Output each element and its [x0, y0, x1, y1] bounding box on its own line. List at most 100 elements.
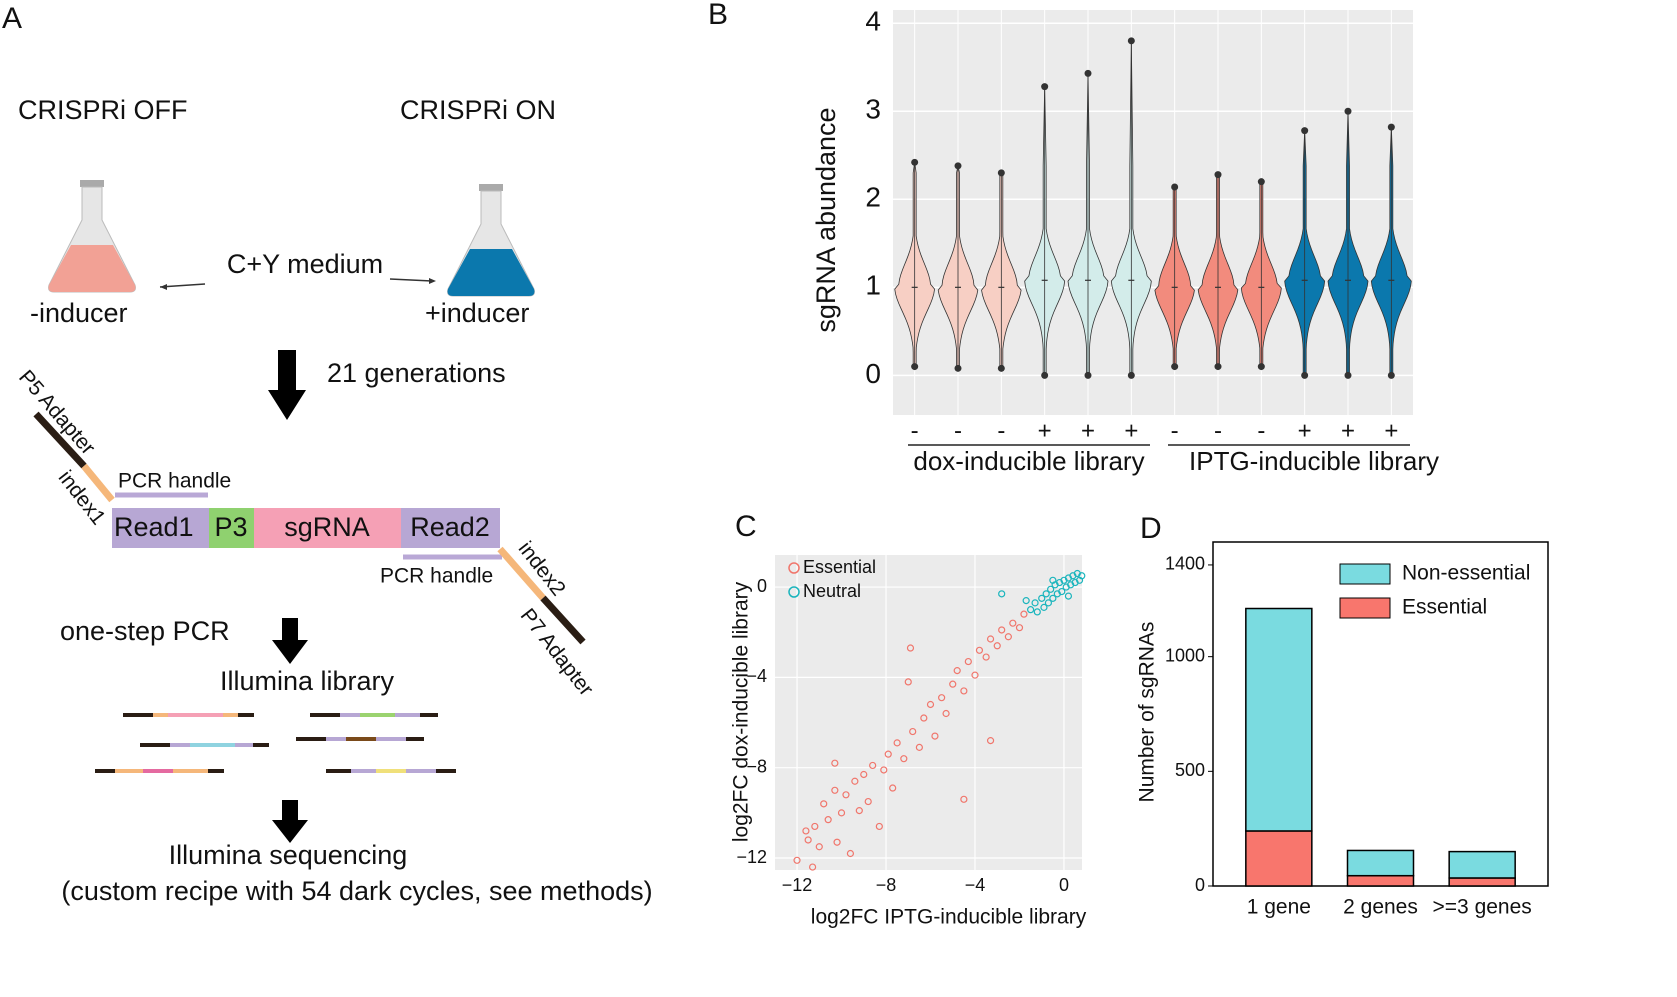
min-point: [1257, 363, 1265, 371]
sgrna-box: [254, 508, 401, 548]
x-tick-label: -: [911, 417, 919, 444]
point: [1022, 597, 1030, 605]
point: [1078, 572, 1086, 580]
bar-segment: [1245, 830, 1313, 887]
y-tick-label: −8: [746, 756, 767, 776]
x-tick-label: +: [1298, 417, 1312, 444]
arrowhead: [160, 284, 167, 290]
legend-marker: [788, 586, 800, 598]
x-axis-title: log2FC IPTG-inducible library: [811, 906, 1087, 929]
point: [909, 727, 917, 736]
down-arrow: [272, 800, 308, 843]
x-tick-label: 1 gene: [1247, 896, 1311, 919]
down-arrow: [272, 618, 308, 664]
x-tick-label: −8: [876, 875, 897, 895]
point: [855, 807, 863, 815]
point: [804, 836, 812, 844]
point: [1038, 594, 1046, 602]
point: [904, 678, 912, 686]
point: [915, 743, 923, 751]
min-point: [1387, 371, 1395, 379]
y-axis-title: log2FC dox-inducible library: [730, 581, 753, 842]
x-tick-label: +: [1038, 417, 1052, 444]
point: [837, 809, 846, 817]
index-label: index2: [514, 537, 570, 600]
min-point: [1301, 371, 1309, 379]
point: [842, 791, 850, 799]
medium-label: C+Y medium: [227, 249, 383, 279]
min-point: [1084, 371, 1092, 379]
flask-cap: [479, 184, 503, 191]
handle-label: PCR handle: [380, 565, 493, 588]
max-point: [1214, 171, 1222, 179]
point: [1064, 592, 1073, 600]
point: [926, 700, 935, 709]
point: [949, 680, 957, 688]
point: [1027, 606, 1035, 614]
point: [833, 838, 841, 846]
y-tick-label: 2: [865, 182, 881, 213]
point: [960, 795, 968, 803]
min-point: [1214, 363, 1222, 371]
point: [1047, 585, 1055, 593]
point: [851, 777, 859, 785]
y-tick-label: 1: [865, 270, 881, 301]
point: [1004, 633, 1012, 641]
point: [1033, 608, 1041, 616]
flask-medium: [48, 245, 136, 292]
y-tick-label: 1000: [1165, 645, 1205, 665]
step-label: Illumina library: [220, 666, 395, 696]
x-tick-label: +: [1341, 417, 1355, 444]
x-tick-label: −12: [782, 875, 813, 895]
point: [1049, 576, 1057, 584]
point: [964, 657, 972, 666]
point: [793, 856, 801, 864]
x-tick-label: +: [1124, 417, 1138, 444]
p3-box: [209, 508, 254, 548]
max-point: [1041, 83, 1049, 91]
segment-label: sgRNA: [284, 512, 370, 542]
point: [906, 644, 915, 652]
max-point: [1301, 127, 1309, 135]
panel-label: C: [735, 510, 757, 543]
x-tick-label: 2 genes: [1343, 896, 1418, 919]
segment-label: Read2: [410, 512, 490, 542]
p7-adapter: [540, 595, 586, 645]
y-axis-title: Number of sgRNAs: [1136, 622, 1159, 803]
point: [975, 646, 984, 654]
read1-box: [112, 508, 209, 548]
point: [808, 863, 817, 871]
panel-label: D: [1140, 512, 1162, 545]
point: [884, 750, 892, 758]
point: [880, 766, 888, 774]
index1: [81, 463, 115, 503]
bar-segment: [1346, 874, 1415, 887]
segment-label: Read1: [114, 512, 194, 542]
min-point: [1041, 371, 1049, 379]
bar-segment: [1245, 607, 1313, 832]
legend-swatch: [1339, 563, 1391, 585]
point: [1042, 590, 1050, 598]
point: [960, 687, 968, 695]
index-label: index1: [54, 466, 110, 529]
legend-label: Non-essential: [1402, 562, 1530, 585]
point: [971, 671, 979, 679]
max-point: [1171, 183, 1179, 191]
point: [820, 800, 828, 808]
y-tick-label: 0: [1195, 875, 1205, 895]
point: [893, 739, 901, 747]
max-point: [1344, 107, 1352, 115]
point: [889, 784, 897, 792]
handle-label: PCR handle: [118, 470, 231, 493]
max-point: [1387, 123, 1395, 131]
point: [986, 635, 995, 643]
down-arrow: [268, 350, 306, 420]
point: [1009, 619, 1017, 627]
step-note: (custom recipe with 54 dark cycles, see …: [61, 876, 652, 906]
arrow: [389, 278, 433, 282]
y-tick-label: 500: [1175, 760, 1205, 780]
point: [864, 797, 872, 806]
x-tick-label: +: [1081, 417, 1095, 444]
legend-label: Neutral: [803, 581, 861, 601]
point: [900, 755, 908, 763]
